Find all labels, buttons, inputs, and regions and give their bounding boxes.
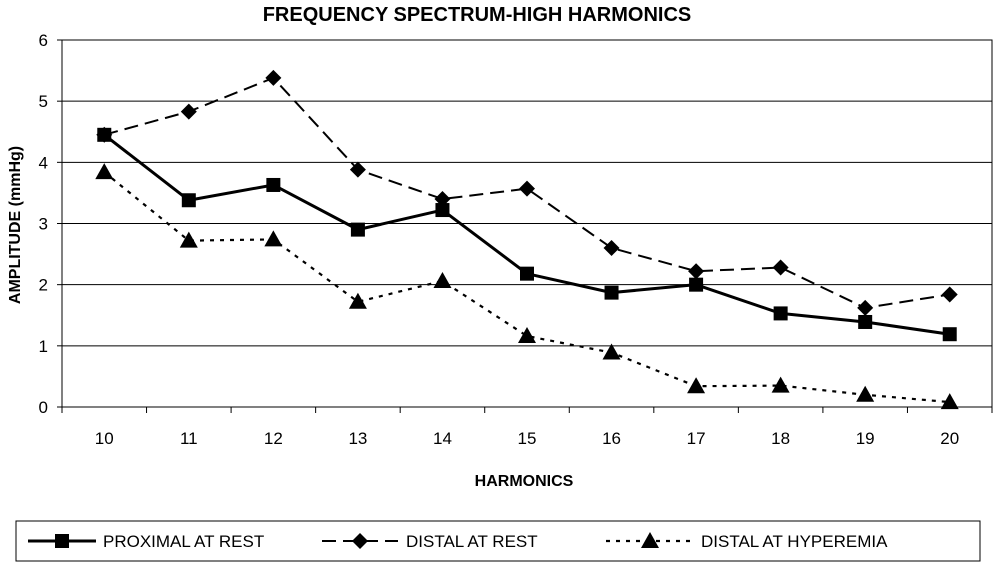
data-point-square [266,177,281,192]
data-point-square [942,327,957,342]
legend-label: PROXIMAL AT REST [103,532,264,551]
data-point-triangle [602,343,621,360]
legend-label: DISTAL AT REST [406,532,538,551]
data-point-triangle [95,163,114,180]
x-tick-label: 13 [348,429,367,448]
y-tick-label: 5 [39,92,48,111]
data-point-square [350,222,365,237]
data-point-triangle [179,231,198,248]
x-tick-label: 20 [940,429,959,448]
x-tick-label: 18 [771,429,790,448]
x-tick-label: 15 [518,429,537,448]
legend-item-1: DISTAL AT REST [322,532,538,551]
x-tick-label: 12 [264,429,283,448]
data-point-square [689,277,704,292]
plot-area-frame [61,39,993,408]
legend-marker-diamond [352,533,368,549]
data-point-diamond [434,191,451,208]
legend-marker-triangle [641,532,659,548]
legend-marker-square [55,534,69,548]
x-tick-label: 10 [95,429,114,448]
data-point-diamond [603,239,620,256]
x-tick-label: 17 [687,429,706,448]
y-tick-label: 3 [39,215,48,234]
data-point-triangle [771,376,790,393]
series-line-0 [103,133,950,336]
data-point-triangle [348,292,367,309]
x-axis-label: HARMONICS [475,473,574,490]
data-point-diamond [519,180,535,197]
data-point-square [604,285,619,300]
series-line-1 [104,76,950,309]
data-point-diamond [349,161,366,178]
data-point-triangle [687,377,706,394]
data-point-triangle [518,327,536,344]
data-point-diamond [96,126,113,143]
data-point-diamond [857,299,874,316]
data-point-diamond [180,103,197,120]
x-tick-label: 19 [856,429,875,448]
legend-frame [15,520,981,562]
data-point-square [858,314,873,329]
series-0 [97,127,957,342]
y-axis-label: AMPLITUDE (mmHg) [7,146,24,304]
y-axis-ticks: 0 1 2 3 4 5 6 [39,31,62,417]
series-1 [96,69,958,316]
y-tick-label: 6 [39,31,48,50]
data-point-diamond [688,263,705,280]
legend-item-0: PROXIMAL AT REST [28,532,264,551]
chart-title: FREQUENCY SPECTRUM-HIGH HARMONICS [263,4,692,26]
y-tick-label: 2 [39,276,48,295]
data-point-square [181,193,196,208]
data-point-triangle [856,385,875,402]
data-point-square [773,306,788,321]
y-tick-label: 1 [39,337,48,356]
data-point-triangle [433,271,452,288]
x-tick-label: 16 [602,429,621,448]
data-point-diamond [772,259,789,276]
y-tick-label: 0 [39,398,48,417]
legend-label: DISTAL AT HYPEREMIA [701,532,888,551]
data-point-diamond [265,69,282,86]
data-point-square [520,266,534,281]
series-2 [95,163,959,410]
data-point-triangle [940,393,959,410]
x-tick-label: 11 [180,429,198,448]
legend-item-2: DISTAL AT HYPEREMIA [606,532,888,551]
legend: PROXIMAL AT REST DISTAL AT REST DISTAL AT … [15,520,981,562]
data-point-diamond [941,286,958,303]
x-axis-ticks: 10 11 12 13 14 15 16 17 18 19 20 [61,407,993,448]
series-group [95,69,959,410]
y-tick-label: 4 [39,153,48,172]
data-point-square [435,203,450,218]
x-tick-label: 14 [433,429,452,448]
data-point-triangle [264,230,283,247]
